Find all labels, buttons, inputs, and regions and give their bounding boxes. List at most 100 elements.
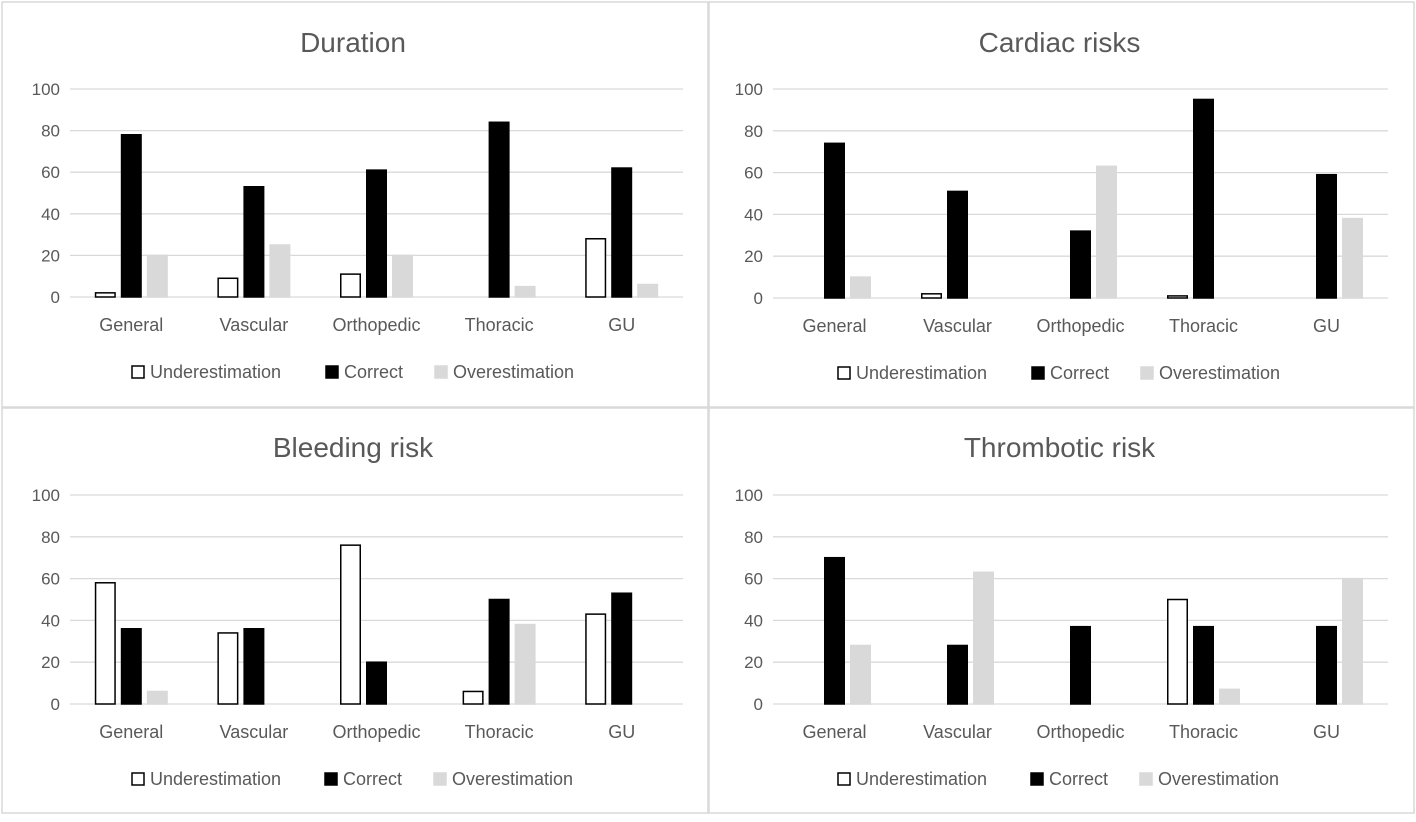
y-tick-label: 20	[744, 653, 763, 672]
x-tick-label: GU	[1313, 316, 1340, 336]
legend-swatch-correct	[1030, 772, 1044, 786]
bar-correct	[366, 169, 387, 298]
legend-swatch-correct	[1031, 366, 1045, 380]
legend-label: Underestimation	[856, 363, 987, 383]
x-tick-label: Thoracic	[1169, 722, 1238, 742]
chart-panel-4: Thrombotic risk 0 20 40 60 80 100 General Vascul…	[708, 407, 1415, 814]
bar-correct	[243, 628, 265, 705]
y-tick-label: 100	[735, 80, 763, 99]
bar-underestimation	[585, 238, 607, 298]
x-tick-label: Orthopedic	[332, 722, 420, 742]
bar-underestimation	[340, 544, 361, 705]
bar-underestimation	[1167, 295, 1188, 299]
y-tick-label: 60	[41, 570, 60, 589]
chart-title: Cardiac risks	[979, 27, 1141, 58]
bar-correct	[947, 190, 968, 299]
bar-correct	[947, 644, 968, 705]
bar-underestimation	[340, 273, 361, 298]
legend-label: Underestimation	[856, 769, 987, 789]
y-tick-label: 0	[754, 695, 763, 714]
x-tick-label: Orthopedic	[1036, 722, 1124, 742]
y-tick-label: 0	[754, 289, 763, 308]
legend-label: Overestimation	[452, 769, 573, 789]
legend-swatch-overestimation	[434, 365, 448, 379]
y-tick-label: 100	[735, 486, 763, 505]
y-tick-label: 100	[32, 80, 60, 99]
y-tick-label: 80	[744, 122, 763, 141]
chart-panel-2: Cardiac risks 0 20 40 60 80 100 General Vascular…	[708, 1, 1415, 408]
x-tick-label: General	[99, 315, 163, 335]
y-tick-label: 40	[744, 611, 763, 630]
x-tick-label: General	[802, 316, 866, 336]
bar-underestimation	[94, 292, 116, 298]
legend-swatch-overestimation	[1140, 366, 1154, 380]
bar-overestimation	[392, 254, 413, 298]
chart-panel-1: Duration 0 20 40 60 80 100 General Vascular Ortho…	[1, 1, 709, 408]
x-tick-label: Vascular	[220, 722, 289, 742]
x-tick-label: Thoracic	[465, 722, 534, 742]
legend-label: Correct	[1050, 363, 1109, 383]
bar-correct	[611, 167, 633, 298]
legend-label: Correct	[343, 769, 402, 789]
x-tick-label: Vascular	[220, 315, 289, 335]
legend-swatch-underestimation	[131, 365, 145, 379]
legend-label: Overestimation	[1158, 769, 1279, 789]
legend-label: Underestimation	[150, 769, 281, 789]
x-tick-label: GU	[608, 722, 635, 742]
chart-panel-3: Bleeding risk 0 20 40 60 80 100 General Vascular…	[1, 407, 709, 814]
x-tick-label: General	[802, 722, 866, 742]
x-tick-label: GU	[608, 315, 635, 335]
legend: Underestimation Correct Overestimation	[131, 362, 574, 382]
bar-overestimation	[269, 244, 291, 298]
x-tick-label: GU	[1313, 722, 1340, 742]
bar-underestimation	[217, 632, 239, 705]
bar-overestimation	[514, 285, 536, 298]
x-tick-label: Vascular	[923, 722, 992, 742]
bar-correct	[824, 142, 845, 299]
y-tick-label: 100	[32, 486, 60, 505]
bar-overestimation	[514, 623, 536, 705]
bar-underestimation	[921, 293, 942, 299]
bar-underestimation	[217, 277, 239, 298]
x-tick-label: Thoracic	[1169, 316, 1238, 336]
y-tick-label: 40	[41, 611, 60, 630]
y-tick-label: 20	[744, 247, 763, 266]
bar-correct	[824, 556, 845, 705]
chart-title: Duration	[300, 27, 406, 58]
legend-swatch-overestimation	[433, 772, 447, 786]
bar-correct	[1070, 625, 1091, 705]
legend-swatch-underestimation	[837, 772, 851, 786]
y-tick-label: 20	[41, 653, 60, 672]
panel-border	[708, 1, 1415, 408]
x-tick-label: Orthopedic	[332, 315, 420, 335]
bar-correct	[1316, 173, 1337, 299]
bar-correct	[243, 186, 265, 298]
legend-swatch-correct	[325, 365, 339, 379]
bar-correct	[120, 628, 142, 705]
bar-correct	[488, 598, 510, 705]
legend-label: Underestimation	[150, 362, 281, 382]
x-tick-label: Orthopedic	[1036, 316, 1124, 336]
bar-underestimation	[585, 613, 607, 705]
legend: Underestimation Correct Overestimation	[837, 363, 1280, 383]
bar-correct	[1193, 625, 1214, 705]
bar-correct	[611, 592, 633, 705]
y-tick-label: 60	[41, 163, 60, 182]
bar-overestimation	[1342, 217, 1363, 299]
y-tick-label: 0	[51, 695, 60, 714]
legend-label: Overestimation	[453, 362, 574, 382]
bar-underestimation	[1167, 598, 1188, 705]
bar-overestimation	[1096, 165, 1117, 299]
bar-correct	[120, 134, 142, 298]
bar-overestimation	[146, 254, 168, 298]
bar-underestimation	[94, 582, 116, 705]
y-tick-label: 40	[744, 205, 763, 224]
legend-label: Overestimation	[1159, 363, 1280, 383]
bar-correct	[1070, 230, 1091, 299]
y-tick-label: 80	[41, 122, 60, 141]
y-tick-label: 60	[744, 164, 763, 183]
bar-overestimation	[850, 276, 871, 299]
y-tick-label: 60	[744, 570, 763, 589]
